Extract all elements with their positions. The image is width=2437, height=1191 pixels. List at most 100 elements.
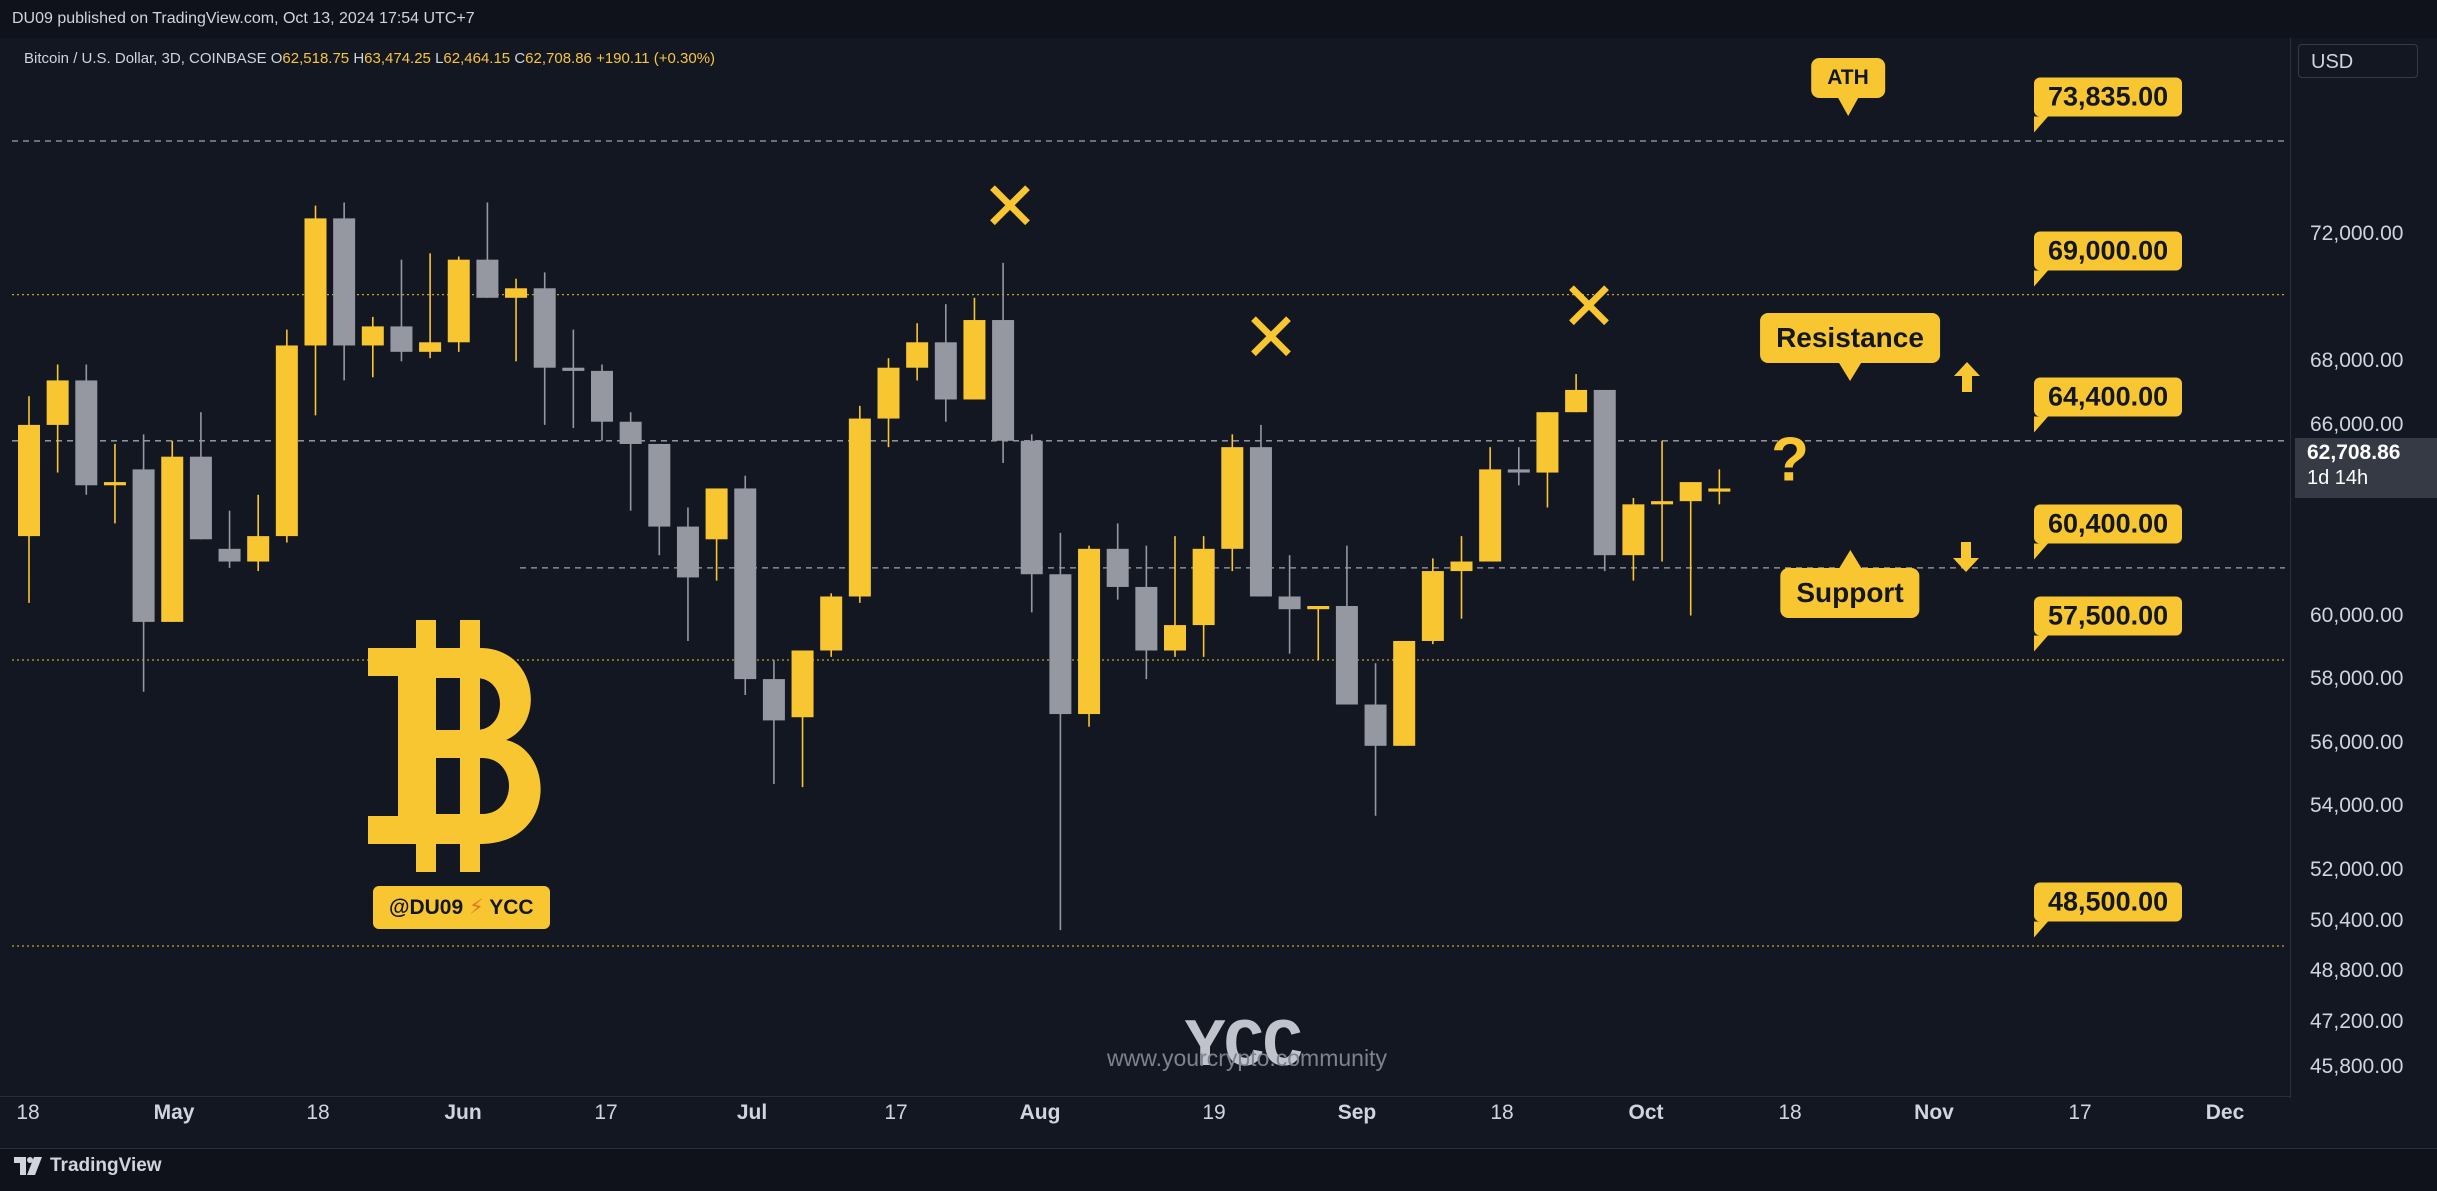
candle[interactable] bbox=[1106, 523, 1129, 600]
candle[interactable] bbox=[877, 358, 900, 448]
candle-body bbox=[1335, 606, 1358, 705]
candle[interactable] bbox=[1622, 497, 1645, 581]
candle[interactable] bbox=[1536, 412, 1559, 508]
candle-body bbox=[1708, 488, 1731, 492]
candle[interactable] bbox=[218, 510, 241, 568]
candle[interactable] bbox=[304, 205, 327, 416]
candle[interactable] bbox=[1192, 536, 1215, 657]
candle[interactable] bbox=[1479, 447, 1502, 562]
footer-bar bbox=[0, 1148, 2437, 1191]
candle-body bbox=[1565, 389, 1588, 413]
current-price-badge: 62,708.86 1d 14h bbox=[2295, 438, 2437, 498]
candle-body bbox=[1450, 561, 1473, 572]
candle[interactable] bbox=[1249, 424, 1272, 597]
candle[interactable] bbox=[1020, 434, 1043, 613]
candle[interactable] bbox=[1078, 545, 1101, 727]
candle[interactable] bbox=[1651, 440, 1674, 562]
rejection-x-mark[interactable]: ✕ bbox=[1560, 269, 1618, 345]
candle[interactable] bbox=[75, 364, 98, 495]
candle[interactable] bbox=[562, 329, 585, 429]
author-credit-badge: @DU09 ⚡ YCC bbox=[373, 886, 550, 929]
candle[interactable] bbox=[705, 488, 728, 581]
candle[interactable] bbox=[676, 507, 699, 641]
candle[interactable] bbox=[848, 405, 871, 603]
support-callout[interactable]: Support bbox=[1780, 550, 1920, 618]
candle[interactable] bbox=[505, 278, 528, 362]
candle[interactable] bbox=[791, 650, 814, 788]
time-tick-label: Dec bbox=[2205, 1101, 2245, 1124]
candle[interactable] bbox=[103, 443, 126, 524]
candle[interactable] bbox=[1278, 555, 1301, 654]
level-price-callout[interactable]: 73,835.00 bbox=[2034, 77, 2183, 133]
candle[interactable] bbox=[591, 364, 613, 441]
level-price-callout[interactable]: 60,400.00 bbox=[2034, 504, 2183, 560]
candle[interactable] bbox=[333, 202, 356, 381]
candle[interactable] bbox=[1049, 532, 1072, 931]
candle[interactable] bbox=[1335, 545, 1358, 705]
candle[interactable] bbox=[533, 272, 556, 425]
ath-callout[interactable]: ATH bbox=[1811, 58, 1885, 116]
candle[interactable] bbox=[992, 262, 1015, 464]
time-tick-label: 18 bbox=[1778, 1101, 1802, 1124]
candle[interactable] bbox=[1307, 606, 1330, 661]
symbol-name: Bitcoin / U.S. Dollar, 3D, COINBASE bbox=[24, 50, 267, 67]
candle[interactable] bbox=[447, 256, 470, 352]
candle[interactable] bbox=[1164, 536, 1186, 657]
candle[interactable] bbox=[1221, 434, 1244, 572]
candle[interactable] bbox=[1450, 536, 1473, 619]
price-tick-label: 68,000.00 bbox=[2310, 349, 2404, 373]
candle[interactable] bbox=[934, 304, 957, 422]
candle[interactable] bbox=[619, 412, 642, 511]
candle[interactable] bbox=[1507, 447, 1530, 486]
candle[interactable] bbox=[361, 316, 384, 378]
candle[interactable] bbox=[1135, 545, 1158, 680]
candle-body bbox=[161, 456, 184, 622]
candle[interactable] bbox=[734, 475, 757, 695]
candle[interactable] bbox=[1708, 469, 1731, 505]
candle[interactable] bbox=[275, 329, 298, 543]
candle[interactable] bbox=[1565, 374, 1588, 413]
candle[interactable] bbox=[820, 593, 843, 657]
question-mark[interactable]: ? bbox=[1771, 425, 1809, 495]
candle-body bbox=[762, 679, 785, 721]
level-price-callout[interactable]: 48,500.00 bbox=[2034, 882, 2183, 938]
candle[interactable] bbox=[18, 396, 40, 603]
candle[interactable] bbox=[161, 440, 184, 622]
candle[interactable] bbox=[762, 660, 785, 784]
candle-body bbox=[1106, 548, 1129, 587]
candle[interactable] bbox=[189, 412, 212, 540]
candle-body bbox=[1507, 469, 1530, 473]
candle[interactable] bbox=[1593, 389, 1616, 572]
arrow-down-icon[interactable] bbox=[1953, 542, 1979, 574]
level-price-callout[interactable]: 69,000.00 bbox=[2034, 231, 2183, 287]
price-axis-border bbox=[2290, 38, 2291, 1098]
candle[interactable] bbox=[476, 202, 499, 298]
candle-body bbox=[218, 548, 241, 562]
time-tick-label: 17 bbox=[2068, 1101, 2092, 1124]
time-tick-label: 19 bbox=[1202, 1101, 1226, 1124]
candle[interactable] bbox=[419, 253, 442, 359]
level-price-callout[interactable]: 57,500.00 bbox=[2034, 596, 2183, 652]
candle[interactable] bbox=[1364, 663, 1387, 816]
candle[interactable] bbox=[1421, 558, 1444, 645]
candle[interactable] bbox=[963, 297, 986, 400]
candle-body bbox=[591, 370, 613, 422]
rejection-x-mark[interactable]: ✕ bbox=[1242, 300, 1300, 376]
candle[interactable] bbox=[390, 259, 413, 362]
candle-body bbox=[1135, 586, 1158, 651]
candle[interactable] bbox=[247, 494, 270, 572]
candle[interactable] bbox=[132, 434, 155, 692]
candle[interactable] bbox=[906, 323, 929, 381]
candle[interactable] bbox=[1393, 640, 1416, 746]
symbol-legend[interactable]: Bitcoin / U.S. Dollar, 3D, COINBASE O62,… bbox=[24, 50, 715, 67]
currency-button[interactable]: USD bbox=[2298, 44, 2418, 78]
candle[interactable] bbox=[648, 443, 671, 556]
level-price-callout[interactable]: 64,400.00 bbox=[2034, 377, 2183, 433]
chart-area[interactable] bbox=[0, 38, 2437, 1148]
resistance-callout[interactable]: Resistance bbox=[1760, 313, 1940, 381]
candle[interactable] bbox=[46, 364, 69, 473]
arrow-up-icon[interactable] bbox=[1954, 362, 1980, 394]
candle[interactable] bbox=[1679, 482, 1702, 616]
tradingview-logo[interactable]: TradingView bbox=[14, 1155, 162, 1177]
rejection-x-mark[interactable]: ✕ bbox=[981, 169, 1039, 245]
